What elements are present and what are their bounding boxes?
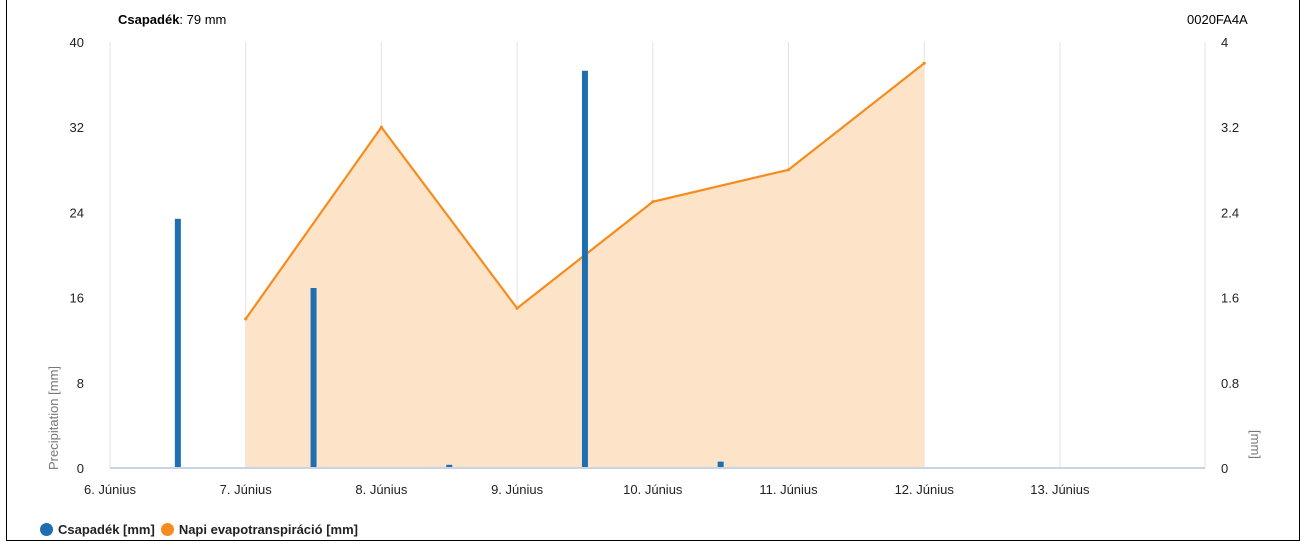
et-point[interactable] — [922, 61, 926, 65]
precipitation-bar-series[interactable] — [174, 70, 724, 468]
y-left-tick-label: 0 — [77, 461, 84, 476]
y-right-tick-label: 1.6 — [1221, 291, 1239, 306]
y-left-tick-label: 8 — [77, 376, 84, 391]
y-left-tick-label: 16 — [70, 291, 84, 306]
x-tick-label: 12. Június — [895, 482, 955, 497]
device-id: 0020FA4A — [1187, 12, 1248, 27]
legend-item-precipitation[interactable]: Csapadék [mm] — [40, 522, 155, 537]
precipitation-bar[interactable] — [581, 70, 588, 468]
precipitation-bar[interactable] — [446, 464, 453, 468]
precipitation-bar[interactable] — [717, 461, 724, 468]
chart-frame — [6, 0, 1300, 541]
legend-label-precipitation: Csapadék [mm] — [58, 522, 155, 537]
et-point[interactable] — [515, 306, 519, 310]
y-right-tick-label: 2.4 — [1221, 205, 1239, 220]
y-axis-right-title: [mm] — [1248, 430, 1263, 459]
total-precipitation-label: Csapadék — [118, 12, 180, 27]
x-tick-label: 9. Június — [491, 482, 544, 497]
legend: Csapadék [mm] Napi evapotranspiráció [mm… — [40, 522, 364, 537]
legend-label-evapotranspiration: Napi evapotranspiráció [mm] — [178, 522, 358, 537]
et-point[interactable] — [244, 317, 248, 321]
total-precipitation: Csapadék: 79 mm — [118, 12, 226, 28]
x-tick-label: 7. Június — [220, 482, 273, 497]
y-right-tick-label: 0.8 — [1221, 376, 1239, 391]
x-tick-label: 6. Június — [84, 482, 137, 497]
et-point[interactable] — [379, 125, 383, 129]
legend-dot-evapotranspiration — [160, 523, 174, 536]
precipitation-bar[interactable] — [310, 288, 317, 468]
total-precipitation-value: : 79 mm — [179, 12, 227, 27]
x-tick-label: 11. Június — [759, 482, 818, 497]
legend-item-evapotranspiration[interactable]: Napi evapotranspiráció [mm] — [160, 522, 358, 537]
x-tick-label: 13. Június — [1030, 482, 1090, 497]
y-left-tick-label: 32 — [70, 120, 84, 135]
x-tick-label: 8. Június — [355, 482, 408, 497]
y-right-tick-label: 0 — [1221, 461, 1228, 476]
y-axis-left-title: Precipitation [mm] — [46, 366, 61, 470]
axes: 6. Június 7. Június 8. Június 9. Június 10. … — [70, 35, 1240, 497]
y-left-tick-label: 40 — [70, 35, 84, 50]
et-point[interactable] — [651, 200, 655, 204]
y-right-tick-label: 4 — [1221, 35, 1228, 50]
x-tick-label: 10. Június — [623, 482, 683, 497]
y-right-tick-label: 3.2 — [1221, 120, 1239, 135]
y-left-tick-label: 24 — [70, 205, 84, 220]
precipitation-bar[interactable] — [174, 218, 181, 468]
et-point[interactable] — [786, 168, 791, 172]
legend-dot-precipitation — [40, 523, 53, 536]
